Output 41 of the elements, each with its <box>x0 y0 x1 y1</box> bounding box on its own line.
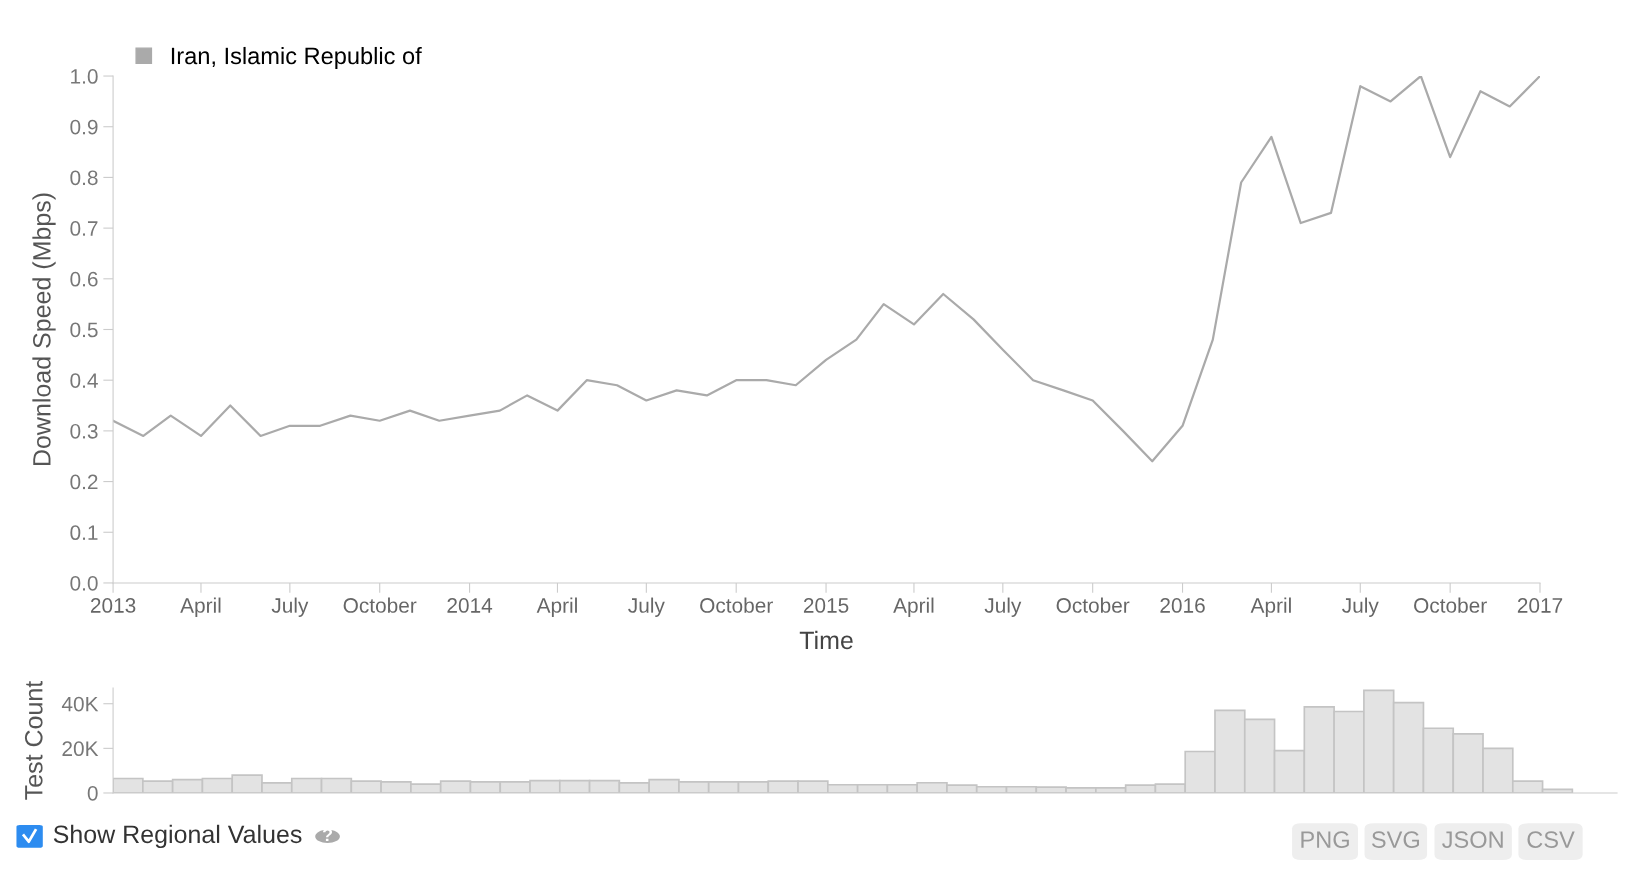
y-tick-label: 0.1 <box>70 525 98 541</box>
y-axis-title: Download Speed (Mbps) <box>32 193 56 466</box>
y-tick-label: 1.0 <box>71 69 98 84</box>
text: SVG <box>1371 831 1419 848</box>
y-tick-label: 0.8 <box>70 170 98 186</box>
y-axis-title: Test Count <box>24 680 43 800</box>
x-tick-label: April <box>536 597 577 617</box>
legend-label: Iran, Islamic Republic of <box>171 46 422 69</box>
x-tick-label: April <box>893 597 934 617</box>
y-tick-label: 0 <box>87 785 98 801</box>
y-tick-label: 0.6 <box>70 271 98 287</box>
x-tick-label: 2015 <box>803 598 849 613</box>
y-tick-label: 20K <box>62 741 99 757</box>
line-series <box>113 76 1540 463</box>
x-tick-label: October <box>700 597 773 613</box>
x-tick-label: July <box>984 597 1022 617</box>
x-tick-label: October <box>1414 597 1487 613</box>
y-tick-label: 0.7 <box>70 221 98 236</box>
x-tick-label: October <box>343 597 417 613</box>
x-tick-label: April <box>1250 597 1291 617</box>
text: PNG <box>1301 831 1349 848</box>
text: JSON <box>1442 831 1503 848</box>
y-tick-label: 40K <box>61 696 99 712</box>
text: Show Regional Values <box>53 824 302 849</box>
x-axis-title: Time <box>799 630 853 650</box>
x-tick-label: 2016 <box>1160 598 1205 613</box>
x-tick-label: October <box>1056 597 1130 613</box>
x-tick-label: 2013 <box>90 598 136 613</box>
y-tick-label: 0.9 <box>70 119 98 135</box>
y-tick-label: 0.3 <box>70 423 98 439</box>
y-tick-label: 0.4 <box>70 373 98 388</box>
x-tick-label: July <box>271 597 309 617</box>
x-tick-label: July <box>628 597 665 617</box>
x-tick-label: 2017 <box>1517 598 1563 613</box>
x-tick-label: April <box>180 597 221 617</box>
x-tick-label: 2014 <box>447 598 493 613</box>
y-tick-label: 0.0 <box>70 575 98 591</box>
x-tick-label: July <box>1342 597 1379 617</box>
text: CSV <box>1527 831 1575 848</box>
y-tick-label: 0.5 <box>70 322 98 338</box>
y-tick-label: 0.2 <box>70 474 98 490</box>
